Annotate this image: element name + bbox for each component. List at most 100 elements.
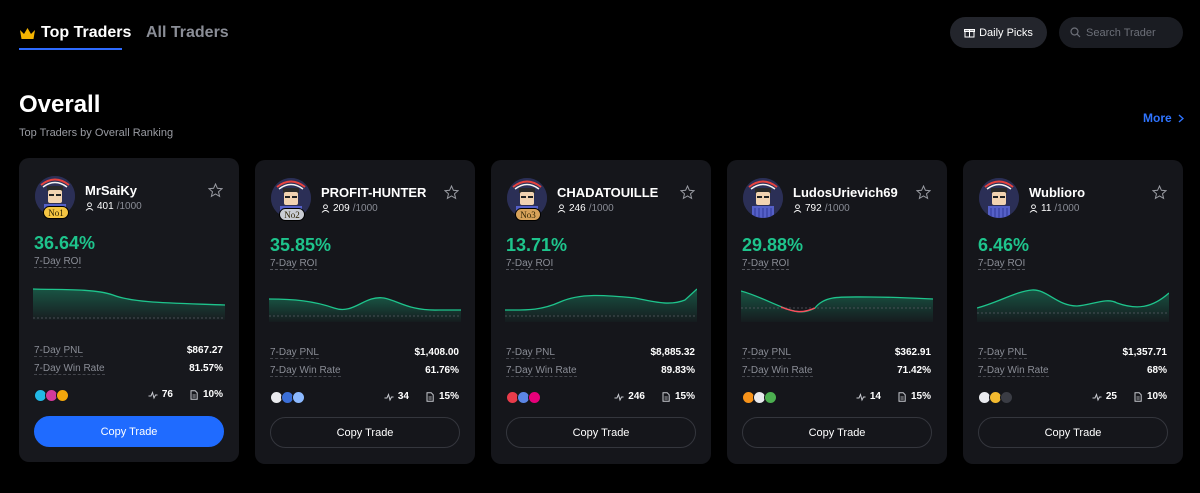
crown-icon bbox=[20, 27, 35, 39]
document-icon bbox=[898, 391, 906, 402]
pnl-label: 7-Day PNL bbox=[270, 347, 319, 359]
avatar[interactable] bbox=[979, 178, 1019, 218]
copy-trade-button[interactable]: Copy Trade bbox=[270, 417, 460, 448]
win-rate-value: 68% bbox=[1146, 365, 1167, 376]
activity-icon bbox=[614, 392, 624, 401]
trader-card[interactable]: No1 MrSaiKy 401/1000 36.64% 7-Day ROI 7-… bbox=[19, 158, 239, 462]
pnl-value: $362.91 bbox=[894, 347, 931, 358]
trades-count: 25 bbox=[1105, 391, 1117, 402]
star-icon[interactable] bbox=[444, 185, 459, 200]
trades-count: 76 bbox=[161, 389, 173, 400]
activity-icon bbox=[148, 390, 158, 399]
trade-metrics: 246 15% bbox=[614, 391, 695, 402]
follower-count: 246/1000 bbox=[557, 203, 614, 214]
document-icon bbox=[662, 391, 670, 402]
sparkline-line bbox=[505, 288, 697, 311]
search-box bbox=[1059, 17, 1183, 48]
copy-trade-button[interactable]: Copy Trade bbox=[506, 417, 696, 448]
copy-trade-button[interactable]: Copy Trade bbox=[742, 417, 932, 448]
coin-pink-icon bbox=[528, 391, 541, 404]
win-rate-label: 7-Day Win Rate bbox=[506, 365, 577, 377]
trader-card[interactable]: No3 CHADATOUILLE 246/1000 13.71% 7-Day R… bbox=[491, 160, 711, 464]
trader-name[interactable]: MrSaiKy bbox=[85, 183, 138, 198]
pnl-label: 7-Day PNL bbox=[506, 347, 555, 359]
activity-icon bbox=[384, 392, 394, 401]
roi-sparkline bbox=[977, 289, 1169, 322]
user-icon bbox=[1029, 204, 1038, 213]
roi-value: 36.64% bbox=[34, 233, 96, 253]
win-rate-label: 7-Day Win Rate bbox=[978, 365, 1049, 377]
coin-list bbox=[978, 391, 1013, 404]
sparkline-area bbox=[505, 289, 697, 322]
tab-all-traders[interactable]: All Traders bbox=[146, 24, 229, 42]
search-input[interactable] bbox=[1086, 26, 1176, 39]
user-icon bbox=[85, 202, 94, 211]
win-rate-value: 61.76% bbox=[425, 365, 459, 376]
section-title: Overall bbox=[19, 91, 101, 118]
document-icon bbox=[190, 389, 198, 400]
trade-metrics: 14 15% bbox=[856, 391, 931, 402]
roi-value: 6.46% bbox=[978, 235, 1030, 255]
rank-badge: No3 bbox=[515, 208, 541, 221]
follower-count: 11/1000 bbox=[1029, 203, 1079, 214]
roi-value: 29.88% bbox=[742, 235, 804, 255]
roi-value: 35.85% bbox=[270, 235, 332, 255]
win-rate-value: 81.57% bbox=[189, 363, 223, 374]
win-rate-value: 89.83% bbox=[661, 365, 695, 376]
trader-name[interactable]: LudosUrievich69 bbox=[793, 185, 898, 200]
copy-trade-button[interactable]: Copy Trade bbox=[978, 417, 1168, 448]
sparkline-negative-segment bbox=[780, 306, 816, 313]
trader-name[interactable]: CHADATOUILLE bbox=[557, 185, 659, 200]
activity-icon bbox=[1092, 392, 1102, 401]
star-icon[interactable] bbox=[208, 183, 223, 198]
pnl-value: $867.27 bbox=[186, 345, 223, 356]
more-link[interactable]: More bbox=[1143, 111, 1184, 125]
trader-avatar-icon bbox=[743, 178, 783, 218]
tab-top-traders[interactable]: Top Traders bbox=[19, 24, 131, 42]
star-icon[interactable] bbox=[916, 185, 931, 200]
pnl-label: 7-Day PNL bbox=[34, 345, 83, 357]
followers-current: 792 bbox=[805, 203, 822, 214]
roi-sparkline bbox=[505, 288, 697, 322]
trader-card[interactable]: LudosUrievich69 792/1000 29.88% 7-Day RO… bbox=[727, 160, 947, 464]
roi-label: 7-Day ROI bbox=[506, 258, 554, 270]
roi-sparkline bbox=[741, 290, 933, 322]
trade-metrics: 25 10% bbox=[1092, 391, 1167, 402]
coin-list bbox=[270, 391, 305, 404]
followers-cap: /1000 bbox=[824, 203, 850, 214]
trades-count: 14 bbox=[869, 391, 881, 402]
trader-card[interactable]: No2 PROFIT-HUNTER 209/1000 35.85% 7-Day … bbox=[255, 160, 475, 464]
roi-value: 13.71% bbox=[506, 235, 568, 255]
document-icon bbox=[426, 391, 434, 402]
trades-count: 34 bbox=[397, 391, 409, 402]
win-rate-label: 7-Day Win Rate bbox=[34, 363, 105, 375]
active-tab-indicator bbox=[19, 48, 122, 50]
followers-current: 246 bbox=[569, 203, 586, 214]
tab-top-traders-label: Top Traders bbox=[41, 24, 132, 41]
follower-count: 401/1000 bbox=[85, 201, 142, 212]
gift-icon bbox=[964, 29, 976, 38]
follower-count: 209/1000 bbox=[321, 203, 378, 214]
top-nav: Top Traders All Traders Daily Picks bbox=[0, 0, 1200, 66]
chevron-right-icon bbox=[1178, 113, 1184, 123]
sparkline-area bbox=[741, 291, 933, 322]
roi-sparkline bbox=[33, 288, 225, 320]
trade-metrics: 34 15% bbox=[384, 391, 459, 402]
search-icon bbox=[1070, 27, 1081, 38]
avatar[interactable] bbox=[743, 178, 783, 218]
star-icon[interactable] bbox=[680, 185, 695, 200]
trader-name[interactable]: PROFIT-HUNTER bbox=[321, 185, 427, 200]
rank-badge: No1 bbox=[43, 206, 69, 219]
daily-picks-button[interactable]: Daily Picks bbox=[950, 17, 1047, 48]
follower-count: 792/1000 bbox=[793, 203, 850, 214]
star-icon[interactable] bbox=[1152, 185, 1167, 200]
section-subtitle: Top Traders by Overall Ranking bbox=[19, 127, 174, 139]
trader-card[interactable]: Wublioro 11/1000 6.46% 7-Day ROI 7-Day P… bbox=[963, 160, 1183, 464]
copy-trade-button[interactable]: Copy Trade bbox=[34, 416, 224, 447]
pnl-value: $1,357.71 bbox=[1122, 347, 1168, 358]
profit-share: 15% bbox=[674, 391, 695, 402]
trade-metrics: 76 10% bbox=[148, 389, 223, 400]
trader-name[interactable]: Wublioro bbox=[1029, 185, 1086, 200]
user-icon bbox=[321, 204, 330, 213]
pnl-label: 7-Day PNL bbox=[978, 347, 1027, 359]
